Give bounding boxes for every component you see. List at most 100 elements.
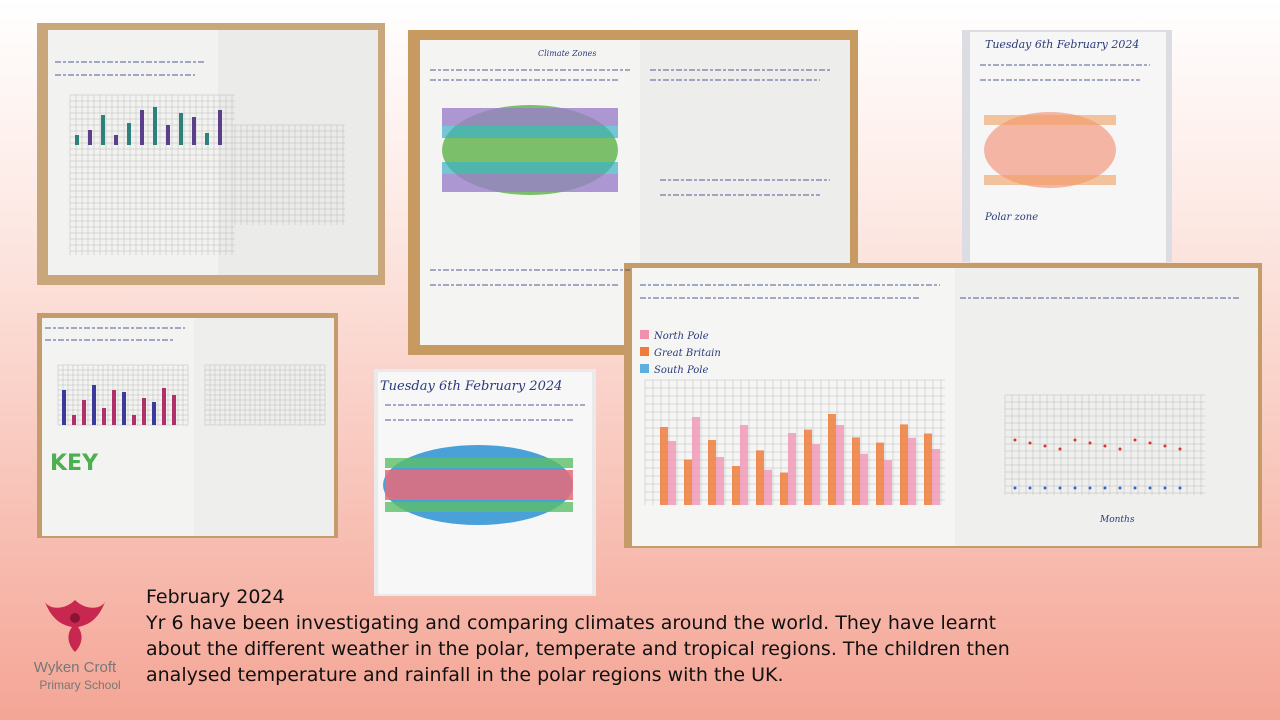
school-subtitle: Primary School — [39, 678, 120, 692]
drawn-dot — [1148, 441, 1152, 445]
drawn-dot — [1118, 447, 1122, 451]
caption-date: February 2024 — [146, 586, 285, 608]
drawn-bar — [127, 123, 131, 145]
drawn-bar — [740, 425, 748, 505]
drawn-bar — [179, 113, 183, 145]
drawn-dot — [1103, 444, 1107, 448]
drawn-bar — [812, 444, 820, 505]
notebook-page — [48, 30, 218, 275]
drawn-dot — [1043, 444, 1047, 448]
drawn-bar — [732, 466, 740, 505]
caption-line: Yr 6 have been investigating and compari… — [145, 612, 996, 634]
drawn-bar — [122, 392, 126, 425]
map-band — [442, 126, 618, 138]
drawn-bar — [668, 441, 676, 505]
drawn-bar — [140, 110, 144, 145]
axis-label: Months — [1099, 515, 1135, 525]
drawn-bar — [932, 449, 940, 505]
drawn-bar — [112, 390, 116, 425]
map — [984, 112, 1116, 188]
drawn-dot — [1163, 486, 1167, 490]
legend-label: Great Britain — [654, 348, 721, 359]
map-band — [442, 174, 618, 192]
drawn-bar — [764, 469, 772, 505]
drawn-bar — [88, 130, 92, 145]
drawn-bar — [860, 453, 868, 505]
drawn-bar — [153, 107, 157, 145]
drawn-bar — [900, 424, 908, 505]
drawn-bar — [836, 425, 844, 505]
legend-swatch — [640, 330, 649, 339]
drawn-dot — [1148, 486, 1152, 490]
drawn-bar — [908, 437, 916, 505]
drawn-dot — [1058, 486, 1062, 490]
drawn-dot — [1088, 486, 1092, 490]
drawn-bar — [192, 117, 196, 145]
drawn-dot — [1118, 486, 1122, 490]
drawn-dot — [1028, 486, 1032, 490]
drawn-bar — [708, 440, 716, 505]
drawn-bar — [205, 133, 209, 145]
drawn-bar — [684, 459, 692, 505]
legend-label: North Pole — [653, 331, 709, 342]
drawn-bar — [82, 400, 86, 425]
drawn-bar — [62, 390, 66, 425]
drawn-dot — [1163, 444, 1167, 448]
drawn-bar — [756, 450, 764, 505]
drawn-bar — [102, 408, 106, 425]
drawn-bar — [166, 125, 170, 145]
drawn-bar — [172, 395, 176, 425]
drawn-bar — [142, 398, 146, 425]
notebook-page — [955, 268, 1258, 546]
logo-mark — [70, 613, 80, 623]
drawn-dot — [1103, 486, 1107, 490]
drawn-dot — [1178, 447, 1182, 451]
map-band — [385, 502, 573, 512]
drawn-bar — [132, 415, 136, 425]
map-band — [442, 108, 618, 126]
key-heading: KEY — [50, 451, 99, 476]
drawn-dot — [1013, 486, 1017, 490]
drawn-bar — [804, 429, 812, 505]
legend-swatch — [640, 364, 649, 373]
drawn-bar — [876, 442, 884, 505]
drawn-bar — [114, 135, 118, 145]
drawn-dot — [1133, 486, 1137, 490]
notebook-page — [218, 30, 378, 275]
school-name: Wyken Croft — [34, 659, 117, 676]
map-band — [984, 175, 1116, 185]
legend-label: South Pole — [654, 365, 708, 376]
drawn-bar — [101, 115, 105, 145]
legend-swatch — [640, 347, 649, 356]
caption-line: analysed temperature and rainfall in the… — [146, 664, 784, 686]
drawn-dot — [1013, 438, 1017, 442]
photo-date: Tuesday 6th February 2024 — [380, 379, 562, 394]
map-band — [385, 458, 573, 468]
logo-mark — [45, 600, 105, 652]
photo-heading: Climate Zones — [538, 49, 596, 58]
drawn-bar — [72, 415, 76, 425]
map-band — [984, 115, 1116, 125]
drawn-bar — [884, 460, 892, 505]
drawn-bar — [716, 457, 724, 505]
drawn-bar — [75, 135, 79, 145]
drawn-bar — [692, 417, 700, 505]
drawn-dot — [1073, 486, 1077, 490]
drawn-bar — [852, 437, 860, 505]
photo-date: Tuesday 6th February 2024 — [985, 38, 1139, 51]
drawn-bar — [152, 402, 156, 425]
drawn-bar — [162, 388, 166, 425]
drawn-bar — [218, 110, 222, 145]
caption-line: about the different weather in the polar… — [146, 638, 1010, 660]
drawn-dot — [1043, 486, 1047, 490]
drawn-dot — [1058, 447, 1062, 451]
drawn-dot — [1178, 486, 1182, 490]
drawn-dot — [1133, 438, 1137, 442]
drawn-bar — [924, 433, 932, 505]
drawn-dot — [1073, 438, 1077, 442]
drawn-dot — [1028, 441, 1032, 445]
photo-subheading: Polar zone — [984, 212, 1038, 223]
drawn-bar — [788, 433, 796, 505]
